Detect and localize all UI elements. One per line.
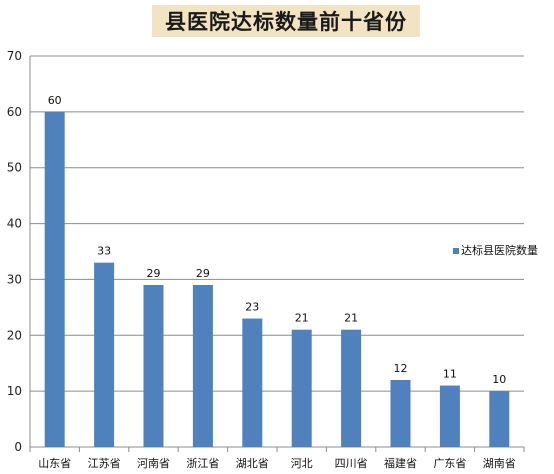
bar: [192, 285, 213, 447]
bar: [439, 385, 460, 447]
y-tick-label: 30: [7, 272, 22, 286]
y-tick-label: 70: [7, 49, 22, 63]
y-tick-label: 60: [7, 105, 22, 119]
data-label: 60: [48, 94, 62, 107]
data-label: 29: [196, 267, 210, 280]
data-label: 21: [344, 312, 358, 325]
data-label: 12: [394, 362, 408, 375]
bar: [489, 391, 510, 447]
x-tick-label: 河北: [291, 457, 313, 470]
x-tick-label: 福建省: [384, 456, 417, 470]
bar: [44, 111, 65, 447]
y-tick-label: 20: [7, 328, 22, 342]
x-tick-label: 江苏省: [88, 457, 121, 470]
x-tick-label: 河南省: [137, 457, 170, 470]
bar: [291, 329, 312, 447]
y-tick-label: 50: [7, 161, 22, 175]
x-tick-label: 山东省: [38, 457, 71, 470]
data-label: 21: [295, 312, 309, 325]
bar: [242, 318, 263, 447]
y-tick-label: 0: [14, 440, 22, 454]
bar: [143, 285, 164, 447]
y-tick-label: 40: [7, 217, 22, 231]
bar: [390, 379, 411, 447]
y-axis-ticks: 0 10 20 30 40 50 60 70: [7, 49, 22, 454]
bar: [94, 262, 115, 447]
legend-swatch: [453, 248, 459, 254]
bars: [44, 111, 510, 447]
bar: [341, 329, 362, 447]
x-tick-label: 广东省: [433, 457, 466, 470]
data-label: 23: [245, 301, 259, 314]
data-label: 10: [492, 373, 506, 386]
data-label: 11: [443, 368, 457, 381]
x-tick-label: 湖南省: [483, 457, 516, 470]
legend-label: 达标县医院数量: [461, 243, 538, 257]
x-tick-label: 浙江省: [186, 457, 219, 470]
x-axis-categories: 山东省 江苏省 河南省 浙江省 湖北省 河北 四川省 福建省 广东省 湖南省: [29, 447, 525, 470]
data-labels: 60 33 29 29 23 21 21 12 11 10: [48, 94, 507, 386]
data-label: 29: [147, 267, 161, 280]
y-tick-label: 10: [7, 384, 22, 398]
data-label: 33: [97, 245, 111, 258]
chart-title: 县医院达标数量前十省份: [152, 5, 420, 37]
x-tick-label: 湖北省: [236, 457, 269, 470]
legend: 达标县医院数量: [453, 243, 538, 257]
x-tick-label: 四川省: [335, 457, 368, 470]
